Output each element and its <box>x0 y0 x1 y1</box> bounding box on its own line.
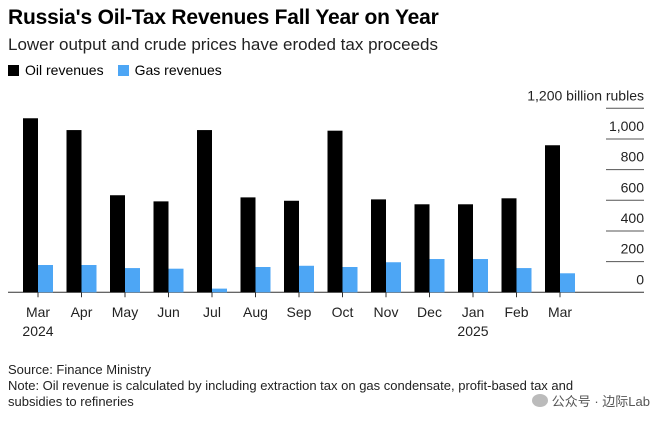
legend-item-gas: Gas revenues <box>117 62 222 78</box>
bar-gas-11 <box>516 268 532 293</box>
x-tick-label: Dec <box>417 304 442 320</box>
bar-oil-2 <box>110 195 125 293</box>
y-tick-label: 800 <box>621 149 645 165</box>
x-tick-label: May <box>112 304 138 320</box>
legend-label-gas: Gas revenues <box>134 62 222 78</box>
legend-label-oil: Oil revenues <box>25 62 104 78</box>
bar-oil-1 <box>66 130 82 293</box>
x-tick-label: Apr <box>71 304 93 320</box>
watermark: 公众号 · 边际Lab <box>531 391 650 410</box>
legend-swatch-oil <box>8 64 19 76</box>
bar-gas-5 <box>255 267 271 293</box>
x-tick-label: Feb <box>504 304 528 320</box>
x-tick-label: Jan <box>462 304 485 320</box>
bar-oil-10 <box>458 204 473 293</box>
x-tick-label: Jun <box>157 304 180 320</box>
bar-gas-8 <box>386 262 401 293</box>
y-tick-label: 600 <box>621 179 645 195</box>
bar-oil-9 <box>414 204 430 293</box>
bar-oil-12 <box>545 145 560 293</box>
bar-oil-8 <box>371 199 386 293</box>
bar-gas-10 <box>473 259 488 293</box>
x-tick-label: Mar <box>548 304 572 320</box>
bar-gas-7 <box>342 267 358 293</box>
y-tick-label: 200 <box>621 241 645 257</box>
bar-gas-6 <box>299 265 314 293</box>
x-tick-label: Jul <box>203 304 221 320</box>
y-tick-label: 0 <box>636 271 644 287</box>
x-year-label: 2024 <box>22 323 53 339</box>
bar-oil-0 <box>23 118 38 293</box>
footnote: Note: Oil revenue is calculated by inclu… <box>8 378 574 409</box>
bar-gas-0 <box>38 265 53 293</box>
bar-gas-1 <box>81 265 97 293</box>
x-tick-label: Oct <box>332 304 354 320</box>
bar-gas-3 <box>168 268 184 293</box>
bar-gas-4 <box>212 288 227 293</box>
y-tick-label: 1,000 <box>609 118 644 134</box>
legend: Oil revenues Gas revenues <box>8 62 222 78</box>
legend-swatch-gas <box>117 64 129 76</box>
bar-gas-12 <box>560 273 575 293</box>
bar-oil-6 <box>284 200 299 293</box>
x-tick-label: Mar <box>26 304 50 320</box>
x-tick-label: Aug <box>243 304 268 320</box>
chart-title: Russia's Oil-Tax Revenues Fall Year on Y… <box>8 6 439 29</box>
watermark-text: 公众号 · 边际Lab <box>551 394 650 409</box>
legend-item-oil: Oil revenues <box>8 62 104 78</box>
bar-oil-3 <box>153 201 169 293</box>
y-tick-label: 400 <box>621 210 645 226</box>
y-tick-label: 1,200 billion rubles <box>527 87 644 103</box>
chart-subtitle: Lower output and crude prices have erode… <box>8 35 438 54</box>
bar-oil-11 <box>501 198 517 293</box>
x-year-label: 2025 <box>457 323 488 339</box>
bar-oil-5 <box>240 197 256 293</box>
x-tick-label: Nov <box>374 304 399 320</box>
x-tick-label: Sep <box>287 304 312 320</box>
wechat-icon <box>531 394 548 407</box>
source-note: Source: Finance Ministry <box>8 362 152 377</box>
bar-gas-2 <box>125 268 140 293</box>
bar-gas-9 <box>429 259 445 293</box>
bar-oil-7 <box>327 130 343 293</box>
bar-oil-4 <box>197 130 212 293</box>
